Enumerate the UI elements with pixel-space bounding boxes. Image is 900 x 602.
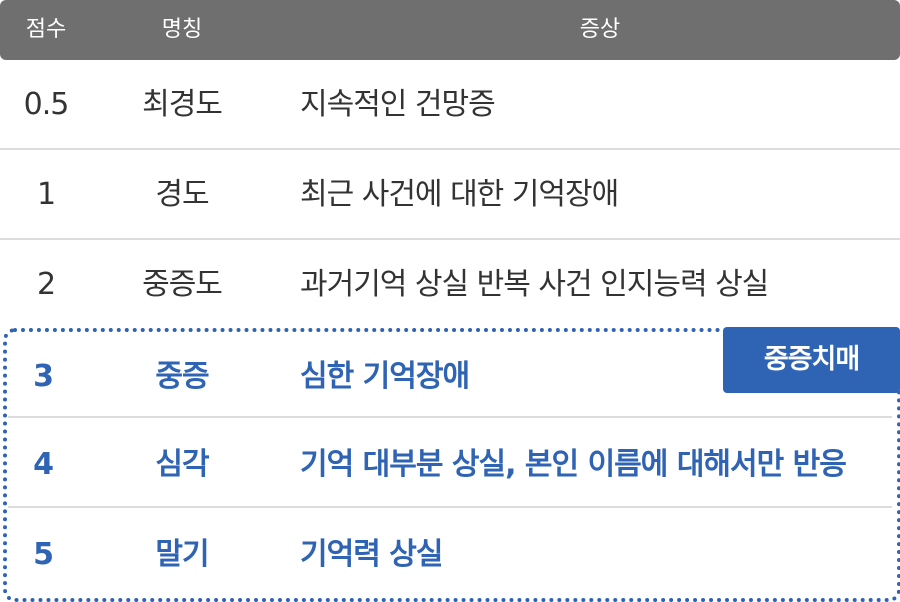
table-row-highlighted: 4 심각 기억 대부분 상실, 본인 이름에 대해서만 반응 (0, 420, 900, 510)
row-divider (0, 148, 900, 150)
row-name: 중증 (155, 359, 209, 394)
header-symptom: 증상 (579, 17, 621, 42)
row-symptom: 지속적인 건망증 (300, 87, 496, 122)
row-divider (0, 238, 900, 240)
table-row: 1 경도 최근 사건에 대한 기억장애 (0, 150, 900, 240)
table-row: 2 중증도 과거기억 상실 반복 사건 인지능력 상실 (0, 240, 900, 330)
row-name: 말기 (155, 537, 209, 572)
row-name: 경도 (155, 177, 209, 212)
table-header: 점수 명칭 증상 (0, 0, 900, 60)
row-name: 심각 (155, 447, 209, 482)
header-name: 명칭 (161, 17, 203, 42)
row-score: 3 (33, 359, 54, 394)
row-symptom: 기억 대부분 상실, 본인 이름에 대해서만 반응 (300, 447, 847, 482)
row-score: 2 (36, 267, 56, 302)
table-row: 0.5 최경도 지속적인 건망증 (0, 60, 900, 150)
row-score: 1 (36, 177, 56, 212)
row-name: 최경도 (142, 87, 223, 122)
row-score: 5 (33, 537, 54, 572)
row-score: 4 (33, 447, 54, 482)
row-name: 중증도 (142, 267, 223, 302)
severe-dementia-badge: 중증치매 (723, 327, 900, 393)
row-symptom: 기억력 상실 (300, 537, 443, 572)
row-symptom: 최근 사건에 대한 기억장애 (300, 177, 619, 212)
row-symptom: 과거기억 상실 반복 사건 인지능력 상실 (300, 267, 769, 302)
table-row-highlighted: 3 중증 심한 기억장애 (0, 332, 900, 422)
row-score: 0.5 (23, 87, 70, 122)
table-row-highlighted: 5 말기 기억력 상실 (0, 510, 900, 600)
row-symptom: 심한 기억장애 (300, 359, 470, 394)
row-divider (8, 506, 892, 508)
header-score: 점수 (25, 17, 67, 42)
row-divider (8, 416, 892, 418)
